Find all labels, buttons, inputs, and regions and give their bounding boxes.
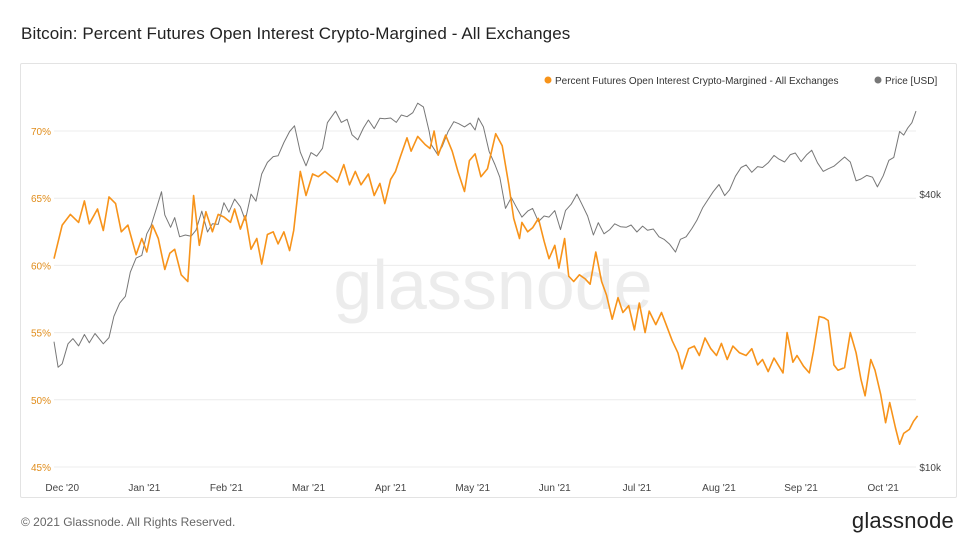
x-tick-label: May '21 [455,483,490,494]
x-tick-label: Oct '21 [867,483,899,494]
footer-copyright: © 2021 Glassnode. All Rights Reserved. [21,515,236,529]
right-axis: $10k $40k [919,190,942,474]
x-tick-label: Jun '21 [539,483,571,494]
left-tick-label: 50% [31,396,51,407]
x-tick-label: Apr '21 [375,483,407,494]
oi-series [53,130,919,445]
legend-oi-dot [544,76,552,84]
legend-oi-label[interactable]: Percent Futures Open Interest Crypto-Mar… [555,76,838,87]
oi-percent-line[interactable] [53,130,919,445]
x-tick-label: Dec '20 [45,483,79,494]
x-axis: Dec '20 Jan '21 Feb '21 Mar '21 Apr '21 May '… [45,483,899,494]
x-tick-label: Mar '21 [292,483,325,494]
glassnode-logo[interactable]: glassnode [851,508,954,533]
line-chart[interactable]: glassnode 45% 50% 55% 60% 65% 70% $10k $40k De… [21,64,956,497]
x-tick-label: Jan '21 [128,483,160,494]
left-tick-label: 45% [31,463,51,474]
legend-price-dot [874,76,882,84]
watermark-text: glassnode [333,246,652,324]
right-tick-label: $40k [919,190,942,201]
left-tick-label: 60% [31,261,51,272]
chart-title: Bitcoin: Percent Futures Open Interest C… [21,24,571,43]
chart-panel: glassnode 45% 50% 55% 60% 65% 70% $10k $40k De… [20,63,957,498]
left-tick-label: 55% [31,329,51,340]
x-tick-label: Aug '21 [702,483,736,494]
x-tick-label: Jul '21 [623,483,652,494]
left-tick-label: 70% [31,127,51,138]
legend[interactable]: Percent Futures Open Interest Crypto-Mar… [544,76,938,87]
right-tick-label: $10k [919,463,942,474]
grid-lines [54,130,916,468]
legend-price-label[interactable]: Price [USD] [885,76,937,87]
left-tick-label: 65% [31,194,51,205]
x-tick-label: Feb '21 [210,483,243,494]
price-series [53,102,917,368]
x-tick-label: Sep '21 [784,483,818,494]
price-line[interactable] [53,102,917,368]
left-axis: 45% 50% 55% 60% 65% 70% [31,127,51,474]
